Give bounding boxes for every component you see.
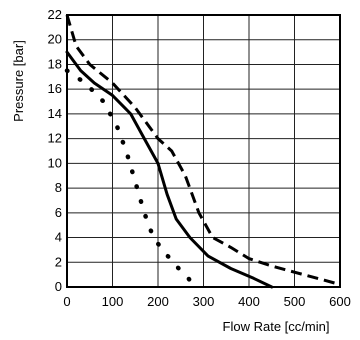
- y-tick-label: 12: [48, 131, 62, 146]
- y-tick-label: 2: [55, 254, 62, 269]
- y-tick-label: 22: [48, 7, 62, 22]
- y-tick-label: 0: [55, 279, 62, 294]
- x-axis-label: Flow Rate [cc/min]: [223, 319, 330, 334]
- y-tick-label: 8: [55, 180, 62, 195]
- grid: [66, 14, 341, 288]
- x-tick-label: 600: [329, 294, 351, 309]
- x-tick-label: 100: [102, 294, 124, 309]
- y-tick-label: 4: [55, 230, 62, 245]
- x-tick-label: 400: [238, 294, 260, 309]
- y-tick-label: 14: [48, 106, 62, 121]
- y-axis-label: Pressure [bar]: [11, 40, 26, 122]
- y-tick-label: 6: [55, 205, 62, 220]
- x-tick-label: 0: [63, 294, 70, 309]
- y-tick-label: 20: [48, 32, 62, 47]
- tick-labels: 0 2 4 6 8 10 12 14 16 18 20 22 0 100 200 300 400 500 600: [48, 7, 351, 309]
- series-line-solid: [65, 50, 274, 289]
- y-tick-label: 16: [48, 81, 62, 96]
- series-line-dotted: [64, 68, 197, 290]
- x-tick-label: 300: [193, 294, 215, 309]
- series-line-dashed: [65, 14, 341, 286]
- x-tick-label: 500: [284, 294, 306, 309]
- y-tick-label: 10: [48, 155, 62, 170]
- plot-frame: [66, 14, 341, 288]
- series-group: [64, 14, 341, 290]
- x-tick-label: 200: [147, 294, 169, 309]
- y-tick-label: 18: [48, 56, 62, 71]
